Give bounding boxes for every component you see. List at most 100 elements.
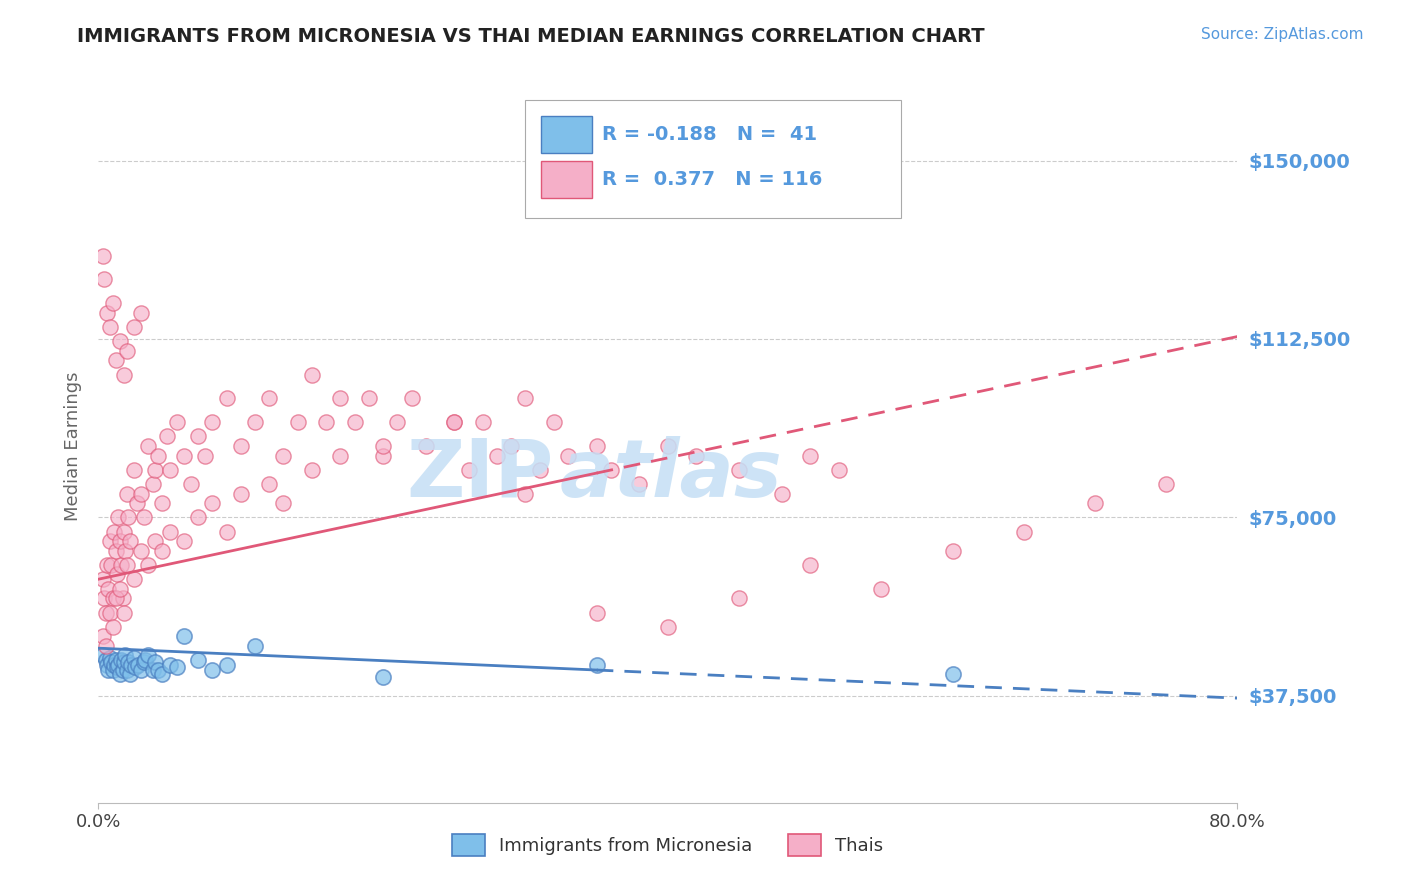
Point xyxy=(129,663,152,677)
Point xyxy=(215,392,238,406)
Text: IMMIGRANTS FROM MICRONESIA VS THAI MEDIAN EARNINGS CORRELATION CHART: IMMIGRANTS FROM MICRONESIA VS THAI MEDIA… xyxy=(77,27,986,45)
Point xyxy=(156,429,179,443)
Point xyxy=(145,534,167,549)
Point xyxy=(112,656,135,670)
Text: ZIP: ZIP xyxy=(406,435,554,514)
Point xyxy=(117,656,139,670)
Point xyxy=(159,524,181,539)
Point xyxy=(127,657,149,672)
Point xyxy=(129,486,152,500)
Point xyxy=(136,648,159,663)
Point xyxy=(112,368,135,382)
Point xyxy=(115,343,138,358)
Point xyxy=(373,449,395,463)
Point xyxy=(870,582,893,596)
Point xyxy=(259,392,281,406)
Point xyxy=(443,415,465,429)
Point xyxy=(273,449,295,463)
Point xyxy=(125,496,148,510)
Point xyxy=(94,606,117,620)
Point xyxy=(215,657,238,672)
Point xyxy=(122,320,145,334)
Point xyxy=(1154,477,1177,491)
Point xyxy=(124,660,146,674)
Point xyxy=(98,650,121,665)
Point xyxy=(112,606,135,620)
Point xyxy=(942,543,965,558)
Point xyxy=(100,656,122,670)
Point xyxy=(515,486,537,500)
Point xyxy=(115,663,138,677)
Point xyxy=(115,486,138,500)
Point xyxy=(94,653,117,667)
Point xyxy=(152,667,174,681)
Point xyxy=(145,656,167,670)
Point xyxy=(301,368,323,382)
Point xyxy=(101,620,124,634)
Point xyxy=(96,657,118,672)
Point xyxy=(93,591,115,606)
Point xyxy=(104,591,127,606)
Point xyxy=(108,334,131,349)
Point xyxy=(229,439,252,453)
Point xyxy=(486,449,509,463)
Point xyxy=(166,660,188,674)
Point xyxy=(145,463,167,477)
Point xyxy=(159,463,181,477)
Point xyxy=(101,663,124,677)
Point xyxy=(373,439,395,453)
Point xyxy=(1084,496,1107,510)
Point xyxy=(93,272,115,286)
Point xyxy=(91,572,114,586)
Point xyxy=(585,439,607,453)
Point xyxy=(329,392,352,406)
Point xyxy=(194,449,217,463)
Point xyxy=(98,320,121,334)
Point xyxy=(159,657,181,672)
Point xyxy=(373,670,395,684)
Point xyxy=(287,415,309,429)
Point xyxy=(343,415,366,429)
Point xyxy=(401,392,423,406)
Text: atlas: atlas xyxy=(560,435,782,514)
Point xyxy=(152,496,174,510)
Point xyxy=(117,510,139,524)
Point xyxy=(110,558,132,572)
Point xyxy=(141,663,163,677)
Point xyxy=(657,620,679,634)
Point xyxy=(243,639,266,653)
Point xyxy=(97,663,120,677)
Point xyxy=(107,657,129,672)
Point xyxy=(357,392,380,406)
Point xyxy=(187,653,209,667)
Point xyxy=(415,439,437,453)
Point xyxy=(515,392,537,406)
Point xyxy=(657,439,679,453)
Point xyxy=(107,510,129,524)
Point xyxy=(585,657,607,672)
Point xyxy=(105,567,128,582)
Point xyxy=(122,650,145,665)
Point xyxy=(215,524,238,539)
FancyBboxPatch shape xyxy=(541,161,592,198)
Y-axis label: Median Earnings: Median Earnings xyxy=(63,371,82,521)
Point xyxy=(201,415,224,429)
Point xyxy=(543,415,565,429)
Point xyxy=(600,463,623,477)
Point xyxy=(1012,524,1035,539)
Point xyxy=(315,415,337,429)
Point xyxy=(120,657,142,672)
Point xyxy=(443,415,465,429)
Point xyxy=(529,463,551,477)
Point xyxy=(728,591,751,606)
Point xyxy=(96,306,118,320)
Point xyxy=(180,477,202,491)
Point xyxy=(111,591,134,606)
Point xyxy=(111,663,134,677)
Point xyxy=(122,463,145,477)
Point xyxy=(101,296,124,310)
Point xyxy=(104,543,127,558)
Point xyxy=(91,249,114,263)
Point xyxy=(387,415,409,429)
Point xyxy=(129,306,152,320)
